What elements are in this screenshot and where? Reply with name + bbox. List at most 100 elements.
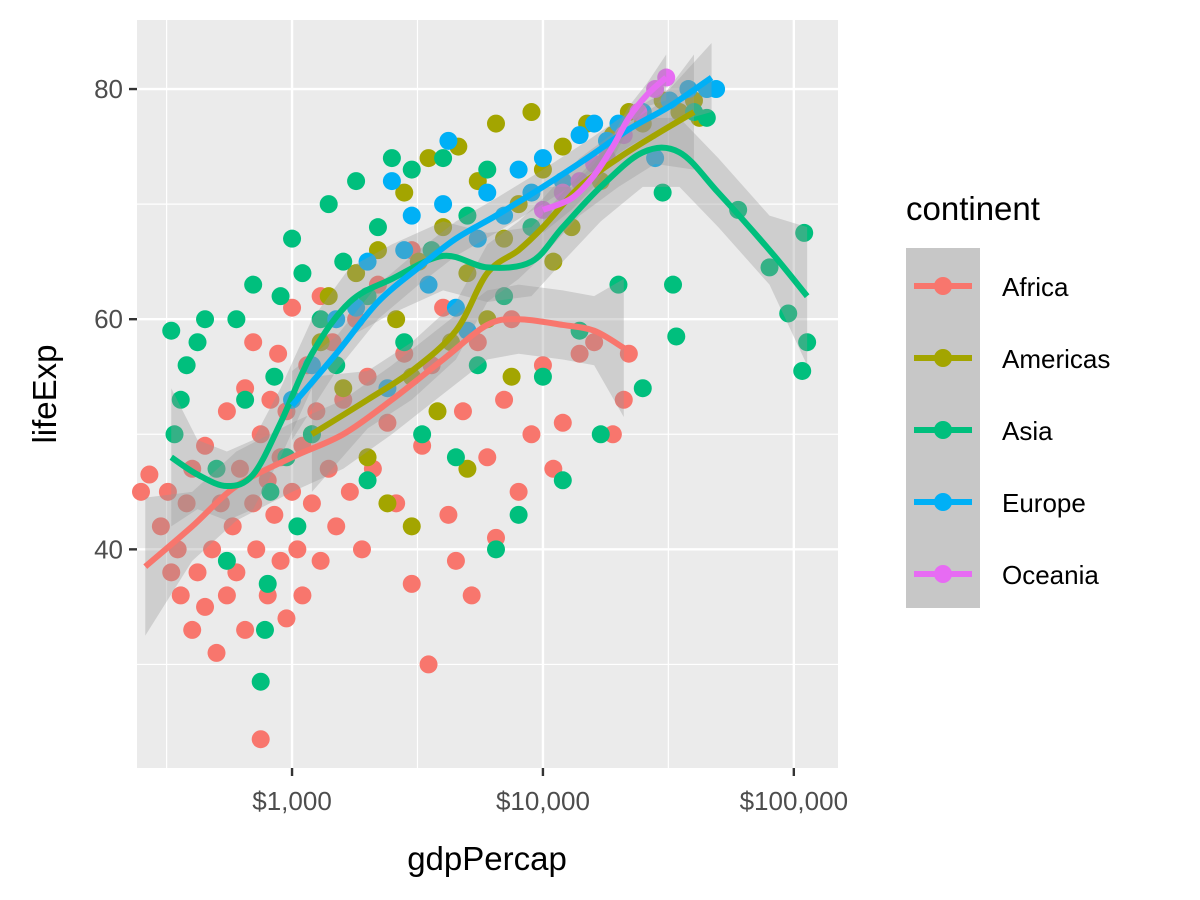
data-point-africa: [236, 620, 255, 639]
data-point-asia: [633, 379, 652, 398]
data-point-asia: [255, 620, 274, 639]
data-point-asia: [458, 206, 477, 225]
data-point-europe: [434, 195, 453, 214]
data-point-africa: [217, 402, 236, 421]
data-point-asia: [368, 218, 387, 237]
legend-items: Africa Americas Asia Europe Oceania: [914, 272, 1110, 590]
data-point-asia: [553, 471, 572, 490]
data-point-africa: [378, 413, 397, 432]
data-point-americas: [502, 367, 521, 386]
data-point-europe: [585, 114, 604, 133]
legend-label-americas: Americas: [1002, 344, 1110, 374]
data-point-europe: [395, 241, 414, 260]
data-point-europe: [439, 131, 458, 150]
x-tick-label: $1,000: [252, 786, 332, 816]
data-point-asia: [283, 229, 302, 248]
data-point-asia: [533, 367, 552, 386]
data-point-africa: [614, 390, 633, 409]
trend-layer: [143, 43, 810, 636]
trend-line-asia: [169, 144, 810, 490]
data-point-africa: [203, 540, 222, 559]
data-point-africa: [478, 448, 497, 467]
data-point-americas: [458, 459, 477, 478]
x-tick-label: $10,000: [496, 786, 590, 816]
data-point-africa: [244, 333, 263, 352]
data-point-asia: [609, 275, 628, 294]
legend-title: continent: [906, 190, 1040, 227]
legend-key-point-americas: [934, 349, 952, 367]
data-point-africa: [217, 586, 236, 605]
data-point-africa: [619, 344, 638, 363]
data-point-europe: [468, 229, 487, 248]
data-point-africa: [140, 465, 159, 484]
data-point-africa: [311, 551, 330, 570]
data-point-asia: [697, 108, 716, 127]
data-point-africa: [183, 620, 202, 639]
legend-key-point-europe: [934, 493, 952, 511]
data-point-asia: [664, 275, 683, 294]
data-point-africa: [358, 367, 377, 386]
data-point-americas: [428, 402, 447, 421]
data-point-asia: [251, 672, 270, 691]
data-point-americas: [458, 264, 477, 283]
data-point-asia: [196, 310, 215, 329]
data-point-asia: [271, 287, 290, 306]
data-point-europe: [419, 275, 438, 294]
y-axis: 40 60 80: [94, 74, 137, 564]
data-point-asia: [653, 183, 672, 202]
data-point-africa: [277, 609, 296, 628]
data-point-americas: [378, 494, 397, 513]
data-point-africa: [283, 482, 302, 501]
data-point-africa: [570, 344, 589, 363]
data-point-africa: [196, 597, 215, 616]
data-point-asia: [793, 361, 812, 380]
data-point-americas: [358, 448, 377, 467]
data-point-africa: [434, 298, 453, 317]
y-tick-label: 40: [94, 534, 123, 564]
data-point-africa: [271, 551, 290, 570]
data-point-asia: [165, 425, 184, 444]
data-point-asia: [395, 333, 414, 352]
data-point-africa: [244, 494, 263, 513]
data-point-africa: [439, 505, 458, 524]
legend: continent Africa Americas Asia Europe Oceani…: [906, 190, 1110, 608]
data-point-europe: [707, 80, 726, 99]
data-point-africa: [162, 563, 181, 582]
data-point-africa: [283, 298, 302, 317]
legend-label-europe: Europe: [1002, 488, 1086, 518]
data-point-asia: [413, 425, 432, 444]
y-axis-title: lifeExp: [26, 344, 63, 443]
data-point-europe: [402, 206, 421, 225]
data-point-asia: [258, 574, 277, 593]
data-point-africa: [462, 586, 481, 605]
data-point-africa: [247, 540, 266, 559]
data-point-africa: [288, 540, 307, 559]
data-point-europe: [533, 149, 552, 168]
data-point-africa: [251, 730, 270, 749]
data-point-asia: [162, 321, 181, 340]
data-point-africa: [188, 563, 207, 582]
data-point-europe: [358, 252, 377, 271]
data-point-europe: [646, 149, 665, 168]
data-point-africa: [522, 425, 541, 444]
data-point-asia: [171, 390, 190, 409]
data-point-africa: [352, 540, 371, 559]
data-point-africa: [230, 459, 249, 478]
confidence-band-oceania: [542, 54, 667, 233]
y-tick-label: 60: [94, 304, 123, 334]
y-tick-label: 80: [94, 74, 123, 104]
data-point-asia: [495, 287, 514, 306]
data-point-europe: [570, 126, 589, 145]
data-point-africa: [402, 574, 421, 593]
data-point-africa: [171, 586, 190, 605]
data-point-asia: [236, 390, 255, 409]
data-point-americas: [434, 218, 453, 237]
data-point-africa: [453, 402, 472, 421]
data-point-americas: [486, 114, 505, 133]
data-point-africa: [177, 494, 196, 513]
data-point-europe: [509, 160, 528, 179]
data-point-asia: [468, 356, 487, 375]
data-point-americas: [387, 310, 406, 329]
data-point-africa: [131, 482, 150, 501]
